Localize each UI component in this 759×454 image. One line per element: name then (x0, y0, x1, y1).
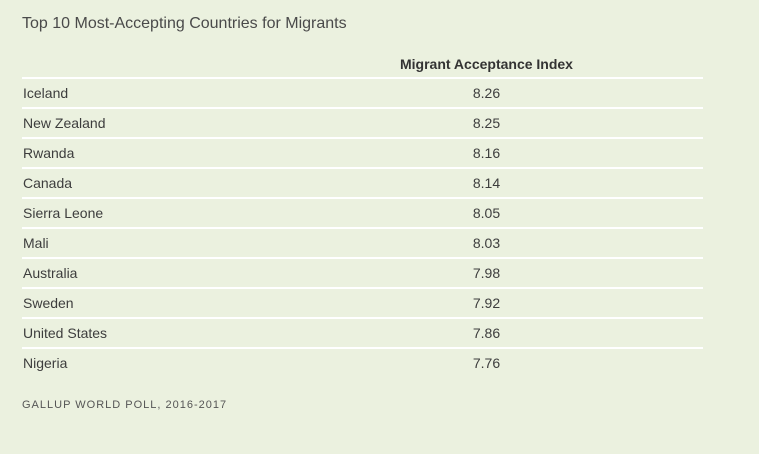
table-row: New Zealand 8.25 (22, 108, 703, 139)
table-row: Australia 7.98 (22, 258, 703, 289)
country-cell: Iceland (22, 78, 270, 109)
index-value-cell: 7.86 (270, 318, 703, 349)
header-row: Migrant Acceptance Index (22, 50, 703, 79)
country-cell: New Zealand (22, 108, 270, 139)
index-value-cell: 8.26 (270, 78, 703, 109)
table-row: United States 7.86 (22, 318, 703, 349)
source-note: GALLUP WORLD POLL, 2016-2017 (22, 399, 228, 411)
country-cell: United States (22, 318, 270, 349)
country-cell: Sweden (22, 288, 270, 319)
country-cell: Australia (22, 258, 270, 289)
index-value-cell: 7.92 (270, 288, 703, 319)
index-value-cell: 7.76 (472, 355, 501, 371)
index-value-cell: 8.25 (270, 108, 703, 139)
index-value-cell: 8.03 (270, 228, 703, 259)
country-cell: Canada (22, 168, 270, 199)
index-value-cell: 8.14 (270, 168, 703, 199)
country-cell: Nigeria (23, 355, 68, 371)
index-column-header: Migrant Acceptance Index (270, 50, 703, 79)
index-value-cell: 8.05 (270, 198, 703, 229)
country-cell: Sierra Leone (22, 198, 270, 229)
index-value-cell: 8.16 (270, 138, 703, 169)
index-value-cell: 7.98 (270, 258, 703, 289)
table-row: Sweden 7.92 (22, 288, 703, 319)
table-row: Iceland 8.26 (22, 78, 703, 109)
table-row: Mali 8.03 (22, 228, 703, 259)
table-row: Canada 8.14 (22, 168, 703, 199)
data-table: Migrant Acceptance Index Iceland 8.26 New … (22, 50, 703, 377)
country-cell: Rwanda (22, 138, 270, 169)
table-row: Rwanda 8.16 (22, 138, 703, 169)
country-cell: Mali (22, 228, 270, 259)
country-column-header (22, 50, 270, 79)
table-body: Iceland 8.26 New Zealand 8.25 Rwanda 8.16 Cana… (22, 78, 703, 377)
table-row: Sierra Leone 8.05 (22, 198, 703, 229)
table-row: Nigeria 7.76 (22, 348, 703, 377)
chart-title: Top 10 Most-Accepting Countries for Migr… (22, 15, 347, 32)
